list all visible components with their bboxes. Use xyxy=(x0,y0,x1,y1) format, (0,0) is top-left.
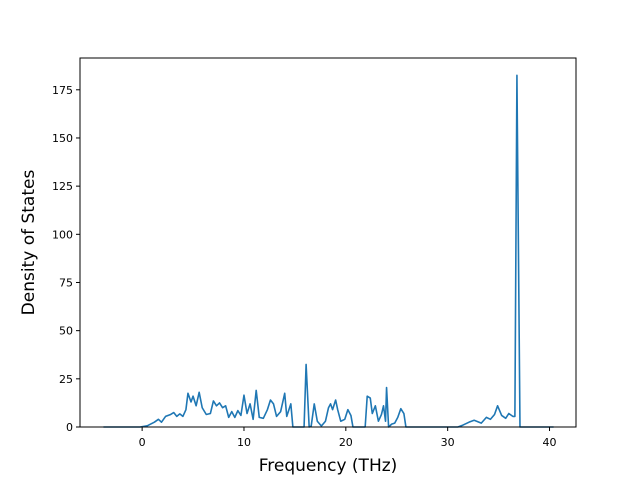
x-tick-label: 10 xyxy=(237,436,251,449)
x-axis-ticks: 0 10 20 30 40 xyxy=(139,427,557,449)
y-tick-label: 100 xyxy=(52,228,73,241)
y-axis-label: Density of States xyxy=(19,170,39,316)
x-tick-label: 20 xyxy=(339,436,353,449)
y-tick-label: 25 xyxy=(59,373,73,386)
plot-frame xyxy=(79,57,577,428)
y-axis-ticks: 0 25 50 75 100 125 150 175 xyxy=(52,84,80,434)
y-tick-label: 0 xyxy=(66,421,73,434)
x-axis-label: Frequency (THz) xyxy=(259,456,398,476)
x-tick-label: 40 xyxy=(543,436,557,449)
y-tick-label: 175 xyxy=(52,84,73,97)
y-tick-label: 125 xyxy=(52,180,73,193)
y-tick-label: 50 xyxy=(59,325,73,338)
y-tick-label: 150 xyxy=(52,132,73,145)
x-tick-label: 0 xyxy=(139,436,146,449)
y-tick-label: 75 xyxy=(59,276,73,289)
x-tick-label: 30 xyxy=(441,436,455,449)
